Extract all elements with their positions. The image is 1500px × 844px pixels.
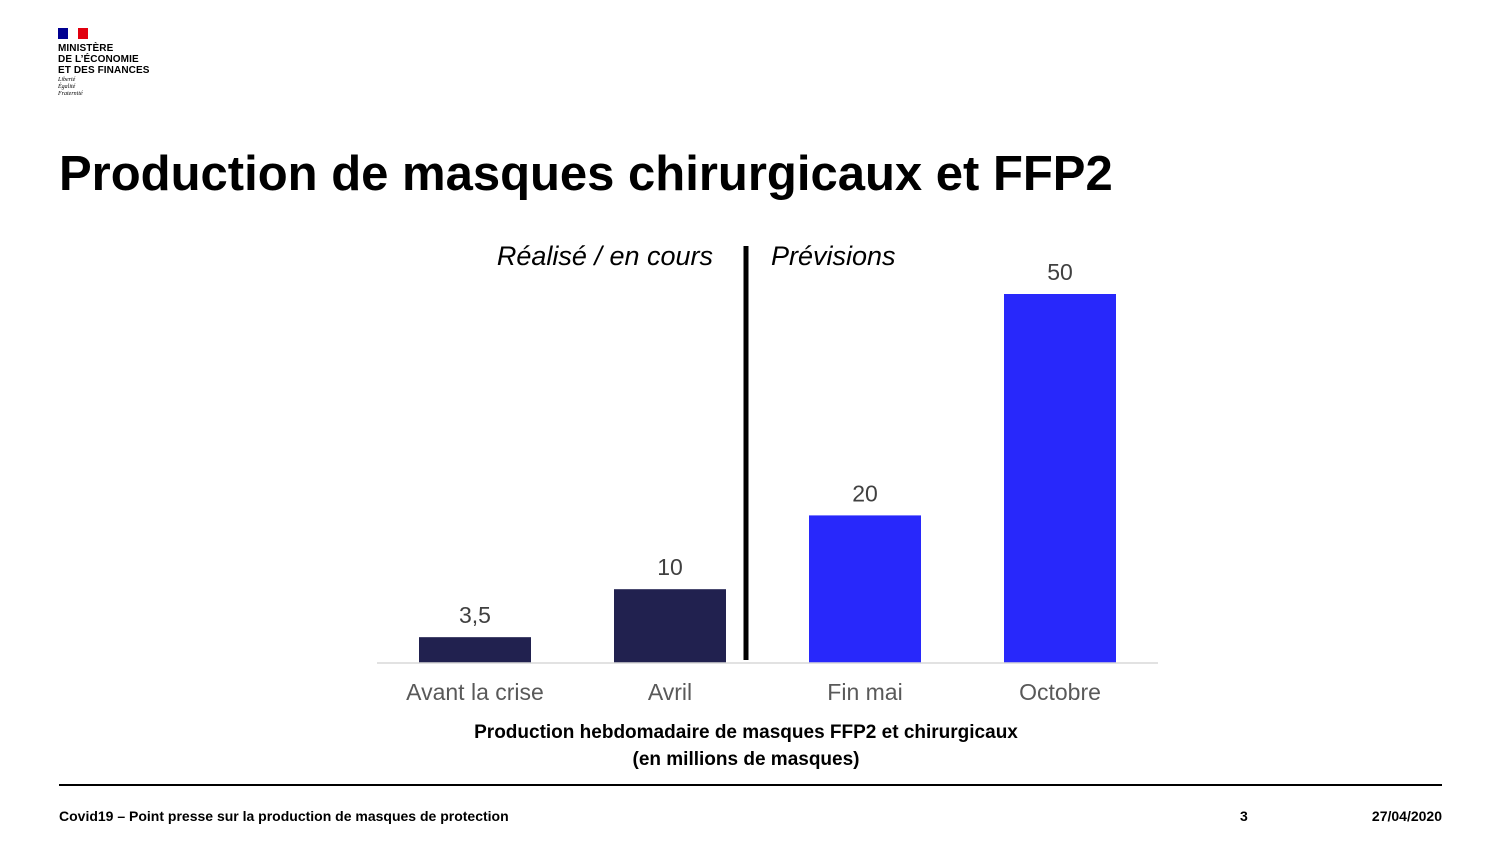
footer-divider xyxy=(59,784,1442,786)
x-tick-label: Fin mai xyxy=(827,679,902,705)
motto-line: Fraternité xyxy=(58,91,83,97)
data-label: 10 xyxy=(657,554,683,580)
page-number: 3 xyxy=(1240,808,1248,824)
motto-line: Égalité xyxy=(58,84,76,90)
data-label: 20 xyxy=(852,480,878,506)
bar-avant-la-crise xyxy=(419,637,531,663)
motto-line: Liberté xyxy=(58,77,76,83)
annotation-previsions: Prévisions xyxy=(771,241,896,271)
footer-date: 27/04/2020 xyxy=(1371,808,1442,824)
bar-avril xyxy=(614,589,726,663)
french-flag-icon xyxy=(58,28,88,39)
data-label: 3,5 xyxy=(459,602,491,628)
ministry-line: DE L’ÉCONOMIE xyxy=(58,54,139,65)
bar-fin-mai xyxy=(809,515,921,663)
x-axis-title: Production hebdomadaire de masques FFP2 … xyxy=(474,722,1018,743)
annotation-realise: Réalisé / en cours xyxy=(497,241,713,271)
x-tick-label: Avril xyxy=(648,679,692,705)
ministry-name: MINISTÈRE DE L’ÉCONOMIE ET DES FINANCES xyxy=(58,43,178,76)
ministry-logo: MINISTÈRE DE L’ÉCONOMIE ET DES FINANCES … xyxy=(58,28,178,98)
footer-caption: Covid19 – Point presse sur la production… xyxy=(59,808,509,824)
ministry-line: MINISTÈRE xyxy=(58,43,114,54)
x-axis-unit: (en millions de masques) xyxy=(633,749,860,770)
republic-motto: Liberté Égalité Fraternité xyxy=(58,77,178,98)
bar-octobre xyxy=(1004,294,1116,663)
slide-title: Production de masques chirurgicaux et FF… xyxy=(59,147,1113,201)
x-tick-label: Avant la crise xyxy=(406,679,544,705)
data-label: 50 xyxy=(1047,259,1073,285)
x-tick-label: Octobre xyxy=(1019,679,1101,705)
ministry-line: ET DES FINANCES xyxy=(58,65,150,76)
